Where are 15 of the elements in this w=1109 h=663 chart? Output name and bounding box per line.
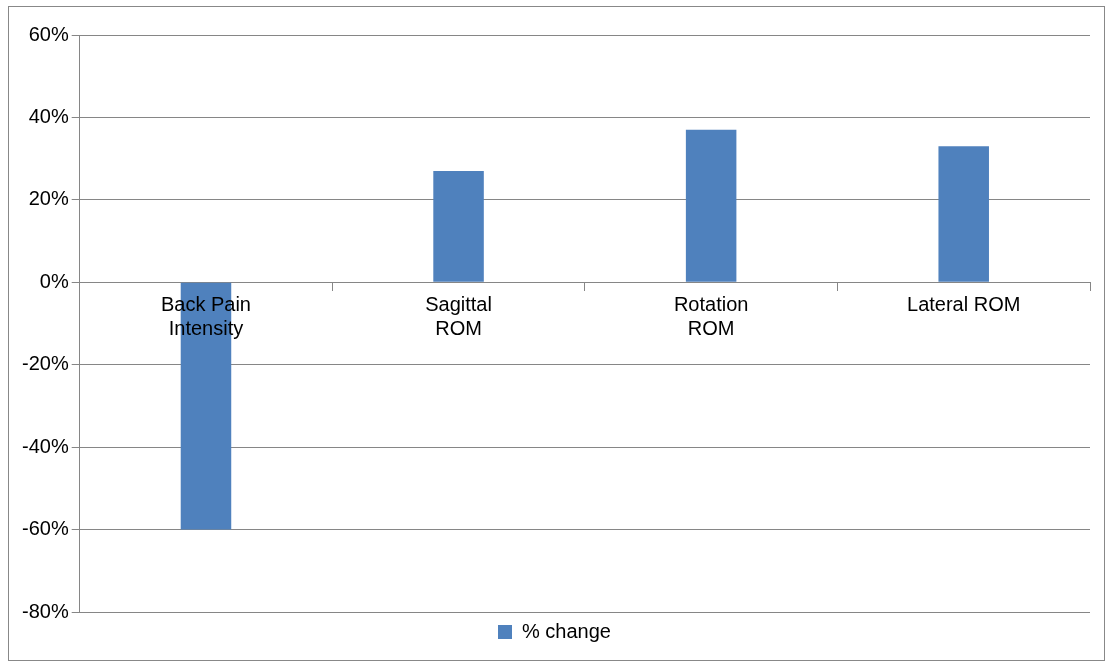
y-tick-label: 40% [28, 104, 69, 127]
y-tick-label: -20% [21, 352, 69, 375]
legend-label: % change [522, 619, 611, 642]
y-tick-label: -60% [21, 517, 69, 540]
y-tick-label: -80% [21, 599, 69, 622]
x-tick-label: Rotation ROM [673, 292, 749, 339]
x-tick-label: Sagittal ROM [425, 292, 492, 339]
x-tick-label: Lateral ROM [907, 292, 1021, 315]
y-tick-label: -40% [21, 434, 69, 457]
bar [685, 129, 737, 282]
y-tick-label: 60% [28, 22, 69, 45]
bar [433, 171, 484, 282]
y-tick-label: 0% [39, 269, 69, 292]
bar [938, 146, 989, 282]
y-tick-label: 20% [28, 187, 69, 210]
